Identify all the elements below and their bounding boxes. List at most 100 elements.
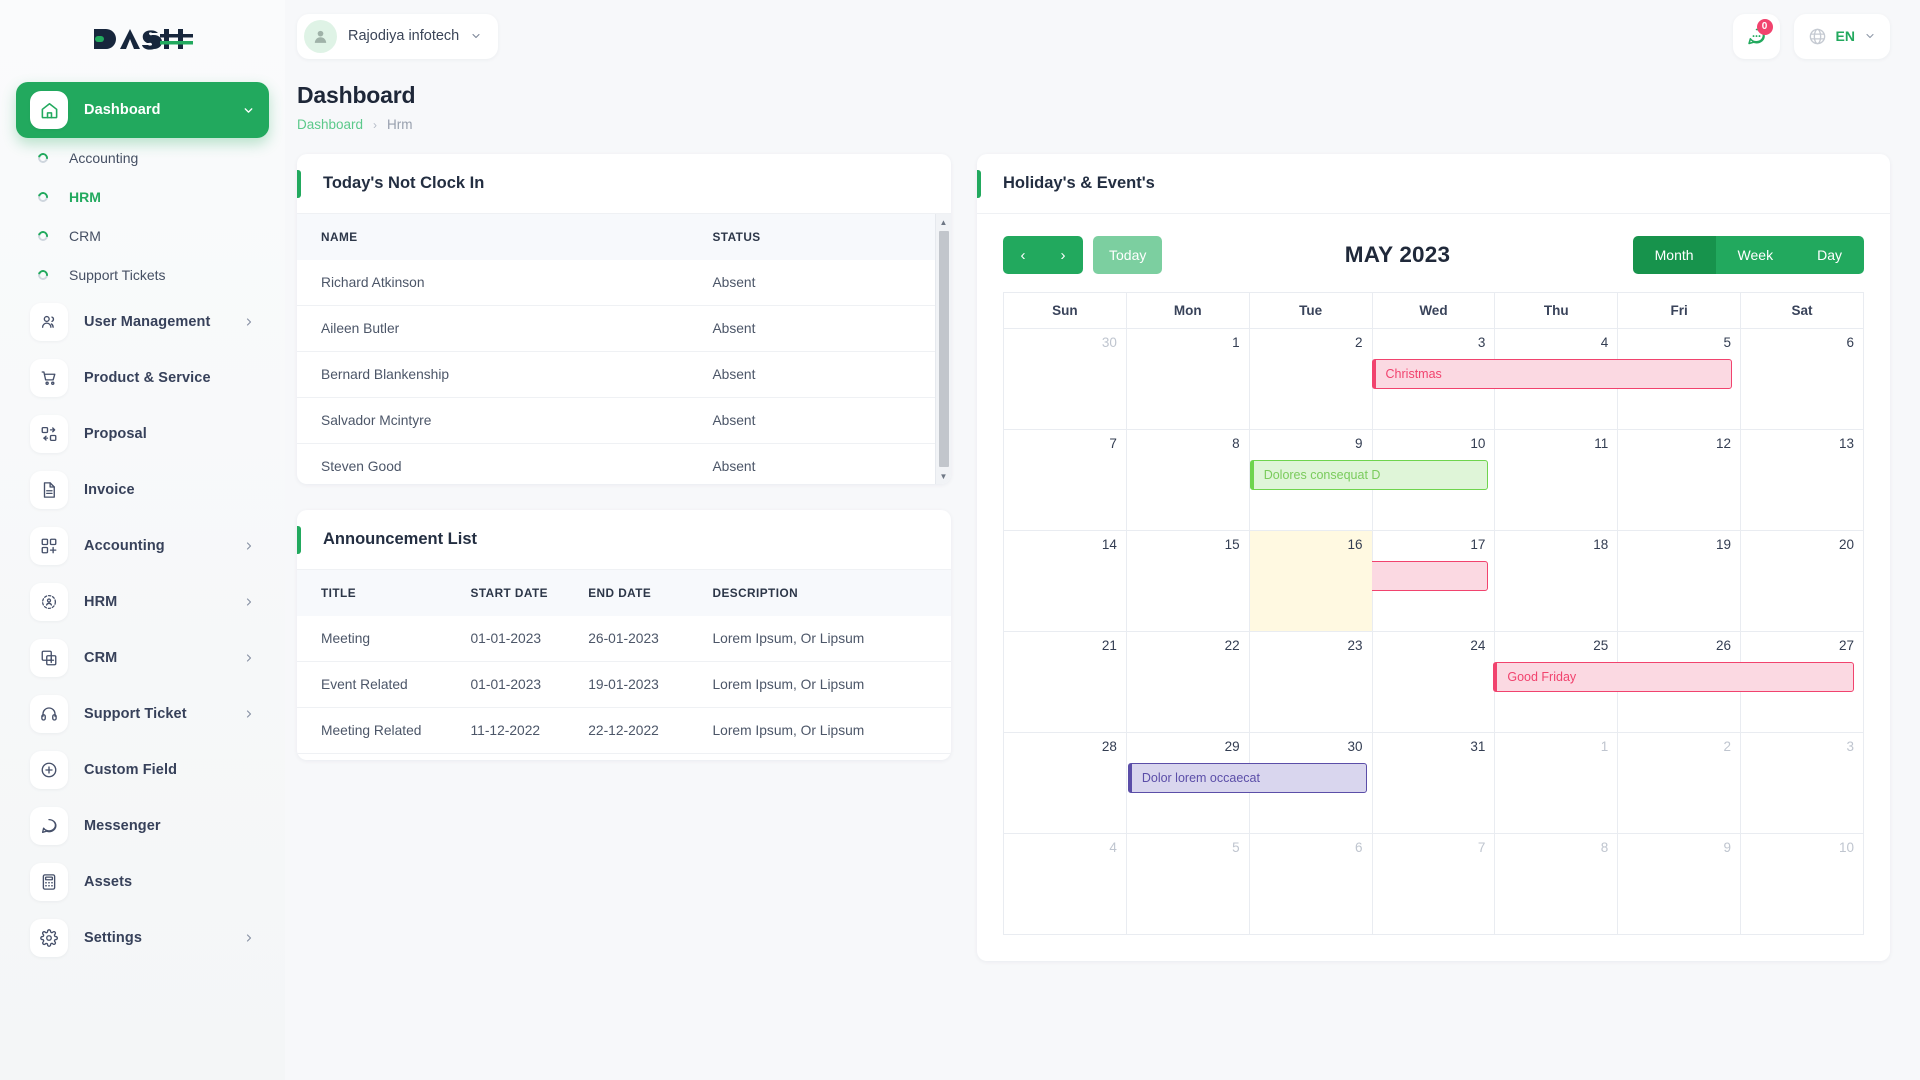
calendar-day-cell[interactable]: 22 bbox=[1126, 631, 1250, 733]
sidebar-subitem-support-tickets[interactable]: Support Tickets bbox=[16, 255, 269, 294]
sidebar-item-custom-field[interactable]: Custom Field bbox=[16, 742, 269, 798]
table-row[interactable]: Meeting 01-01-2023 26-01-2023 Lorem Ipsu… bbox=[297, 616, 951, 662]
sidebar-item-assets[interactable]: Assets bbox=[16, 854, 269, 910]
calendar-day-cell[interactable]: 21 Good Friday bbox=[1003, 631, 1854, 733]
table-row[interactable]: Bernard Blankenship Absent bbox=[297, 351, 951, 398]
calendar-day-cell[interactable]: 9 bbox=[1617, 833, 1742, 935]
sidebar-item-proposal[interactable]: Proposal bbox=[16, 406, 269, 462]
calendar-day-cell[interactable]: 1 bbox=[1126, 328, 1250, 430]
calendar-day-cell[interactable]: 16 bbox=[1249, 530, 1373, 632]
calendar-day-cell[interactable]: 2 bbox=[1617, 732, 1742, 834]
weekday-fri: Fri bbox=[1617, 292, 1742, 329]
table-scrollbar[interactable]: ▲ ▼ bbox=[935, 214, 951, 484]
company-selector[interactable]: Rajodiya infotech bbox=[297, 13, 499, 59]
calendar-day-cell[interactable]: 26 bbox=[1617, 631, 1742, 733]
scroll-up-icon[interactable]: ▲ bbox=[939, 217, 948, 227]
logo[interactable] bbox=[16, 0, 269, 78]
page-title: Dashboard bbox=[297, 82, 416, 108]
calendar-day-number: 2 bbox=[1723, 739, 1732, 754]
calendar-day-cell[interactable]: 6 bbox=[1249, 833, 1373, 935]
table-row[interactable]: Salvador Mcintyre Absent bbox=[297, 397, 951, 444]
table-row[interactable]: Steven Good Absent bbox=[297, 443, 951, 484]
calendar-day-number: 6 bbox=[1846, 335, 1854, 350]
sidebar-subitem-label: HRM bbox=[69, 188, 101, 205]
calendar-day-cell[interactable]: 24 bbox=[1372, 631, 1496, 733]
column-header-end-date: END DATE bbox=[578, 570, 703, 616]
calendar-day-cell[interactable]: 5 bbox=[1617, 328, 1742, 430]
calendar-day-cell[interactable]: 12 bbox=[1617, 429, 1742, 531]
sidebar-item-dashboard[interactable]: Dashboard bbox=[16, 82, 269, 138]
sidebar-item-accounting[interactable]: Accounting bbox=[16, 518, 269, 574]
calendar-day-cell[interactable]: 31 bbox=[1372, 732, 1496, 834]
calendar-day-cell[interactable]: 23 bbox=[1249, 631, 1373, 733]
calendar-view-week[interactable]: Week bbox=[1715, 236, 1796, 274]
table-row[interactable]: Event Related 01-01-2023 19-01-2023 Lore… bbox=[297, 661, 951, 708]
calendar-today-button[interactable]: Today bbox=[1093, 236, 1163, 274]
table-row[interactable]: Richard Atkinson Absent bbox=[297, 260, 951, 306]
calendar-day-cell[interactable]: 8 bbox=[1494, 833, 1619, 935]
sidebar-item-hrm[interactable]: HRM bbox=[16, 574, 269, 630]
calendar-day-cell[interactable]: 10 bbox=[1741, 834, 1864, 935]
calendar-day-cell[interactable]: 18 bbox=[1494, 530, 1619, 632]
language-selector[interactable]: EN bbox=[1793, 13, 1890, 59]
weekday-tue: Tue bbox=[1249, 292, 1373, 329]
calendar-day-cell[interactable]: 13 bbox=[1740, 429, 1864, 531]
calendar-day-cell[interactable]: 20 bbox=[1740, 530, 1864, 632]
table-row[interactable]: Meeting Related 11-12-2022 22-12-2022 Lo… bbox=[297, 707, 951, 754]
sidebar-item-messenger[interactable]: Messenger bbox=[16, 798, 269, 854]
cell-end-date: 19-01-2023 bbox=[578, 661, 703, 708]
calendar-day-cell[interactable]: 25 bbox=[1494, 631, 1619, 733]
announcement-card: Announcement List TITLE START DATE END D… bbox=[297, 510, 951, 760]
calendar-day-cell[interactable]: 19 bbox=[1617, 530, 1742, 632]
sidebar-item-settings[interactable]: Settings bbox=[16, 910, 269, 966]
sidebar-subitem-accounting[interactable]: Accounting bbox=[16, 138, 269, 177]
calendar-day-cell[interactable]: 7 bbox=[1372, 833, 1496, 935]
calendar-day-cell[interactable]: 1 bbox=[1494, 732, 1619, 834]
calendar-day-cell[interactable]: 30 Christmas bbox=[1003, 328, 1733, 430]
sidebar-subitem-hrm[interactable]: HRM bbox=[16, 177, 269, 216]
table-row[interactable]: Aileen Butler Absent bbox=[297, 305, 951, 352]
sidebar-subitem-crm[interactable]: CRM bbox=[16, 216, 269, 255]
calendar-day-cell[interactable]: 4 bbox=[1003, 833, 1127, 935]
calendar-day-cell[interactable]: 30 bbox=[1249, 732, 1373, 834]
calendar-day-number: 2 bbox=[1355, 335, 1363, 350]
clock-in-table-scroll: NAME STATUS Richard Atkinson Absent Aile… bbox=[297, 214, 951, 484]
calendar-view-month[interactable]: Month bbox=[1632, 236, 1716, 274]
calendar-day-cell[interactable]: 28 Dolor lorem occaecat bbox=[1003, 732, 1367, 834]
calendar-day-cell[interactable]: 8 bbox=[1126, 429, 1250, 531]
sidebar-item-crm[interactable]: CRM bbox=[16, 630, 269, 686]
calendar-day-cell[interactable]: 3 bbox=[1740, 732, 1864, 834]
breadcrumb-root[interactable]: Dashboard bbox=[297, 117, 364, 132]
calendar-day-cell[interactable]: 5 bbox=[1126, 833, 1250, 935]
sidebar-item-invoice[interactable]: Invoice bbox=[16, 462, 269, 518]
calendar-day-cell[interactable]: 4 bbox=[1494, 328, 1619, 430]
calendar-day-cell[interactable]: 10 bbox=[1372, 429, 1496, 531]
calendar-day-cell[interactable]: 2 bbox=[1249, 328, 1373, 430]
calendar-view-day[interactable]: Day bbox=[1795, 236, 1864, 274]
calendar-day-cell[interactable]: 17 bbox=[1372, 530, 1496, 632]
scroll-down-icon[interactable]: ▼ bbox=[939, 471, 948, 481]
sidebar-nav: Dashboard Accounting HRM CRM Support Tic… bbox=[16, 82, 269, 966]
calendar-next-button[interactable]: › bbox=[1043, 236, 1083, 274]
calendar-day-cell[interactable]: 7 Dolores consequat D bbox=[1003, 429, 1489, 531]
calendar-day-cell[interactable]: 14From Company bbox=[1003, 530, 1489, 632]
calendar-day-number: 13 bbox=[1838, 436, 1854, 451]
calendar-day-cell[interactable]: 15 bbox=[1126, 530, 1250, 632]
sidebar-item-user-management[interactable]: User Management bbox=[16, 294, 269, 350]
calendar-day-cell[interactable]: 9 bbox=[1249, 429, 1373, 531]
column-header-name: NAME bbox=[297, 214, 703, 260]
calendar-day-cell[interactable]: 27 bbox=[1740, 631, 1864, 733]
calendar-day-cell[interactable]: 11 bbox=[1494, 429, 1619, 531]
cell-name: Steven Good bbox=[297, 443, 703, 484]
calendar-prev-button[interactable]: ‹ bbox=[1003, 236, 1043, 274]
calendar-day-number: 11 bbox=[1594, 436, 1609, 451]
messages-button[interactable]: 0 bbox=[1732, 13, 1780, 59]
sidebar-item-label: Custom Field bbox=[84, 762, 178, 778]
calendar-day-cell[interactable]: 29 bbox=[1126, 732, 1250, 834]
sidebar-item-product-service[interactable]: Product & Service bbox=[16, 350, 269, 406]
chevron-right-icon bbox=[243, 932, 255, 944]
sidebar-item-support-ticket[interactable]: Support Ticket bbox=[16, 686, 269, 742]
calendar-day-cell[interactable]: 6 bbox=[1740, 328, 1864, 430]
calendar-day-cell[interactable]: 3 bbox=[1372, 328, 1496, 430]
scrollbar-thumb[interactable] bbox=[938, 231, 949, 467]
